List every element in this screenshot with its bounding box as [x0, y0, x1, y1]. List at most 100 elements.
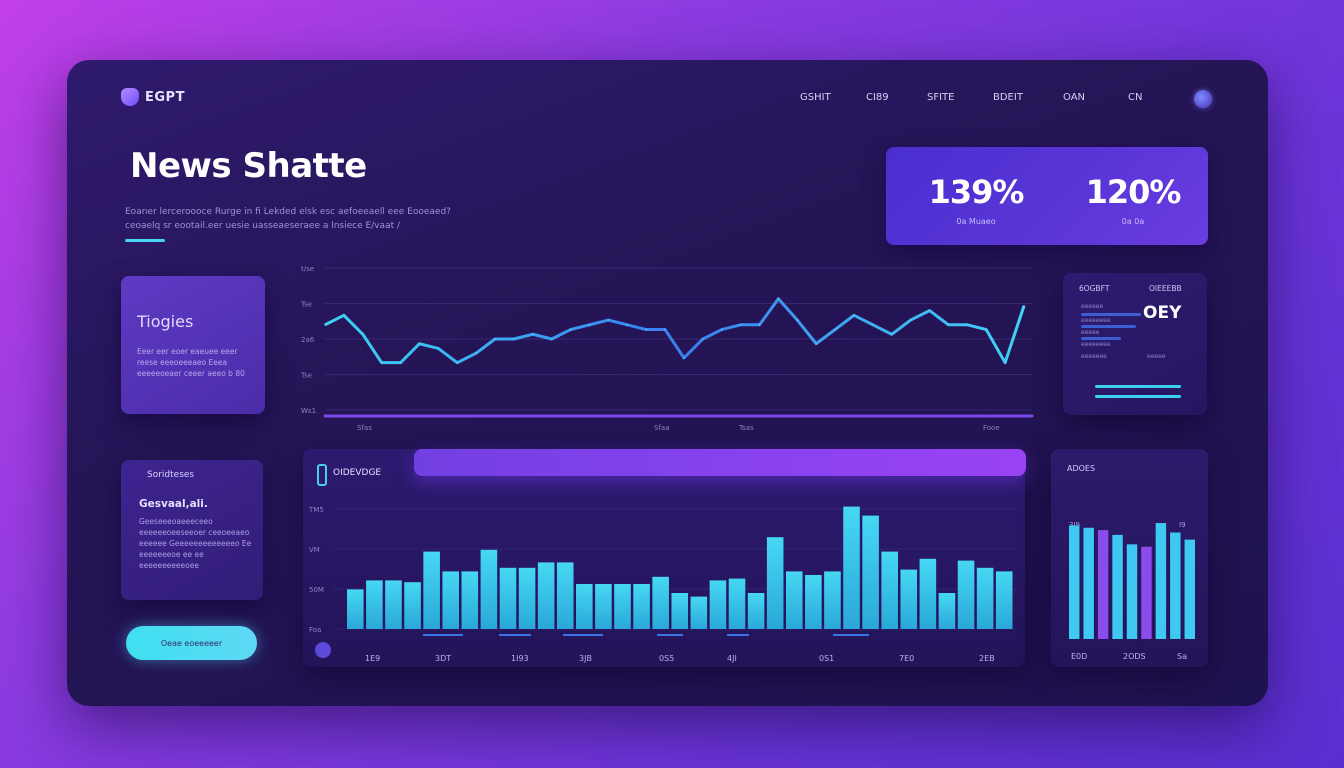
- line-point: [720, 328, 723, 331]
- line-point: [985, 328, 988, 331]
- bar: [576, 584, 593, 629]
- bar: [671, 593, 689, 629]
- avatar[interactable]: [1194, 90, 1212, 108]
- mini-bar: [1155, 523, 1167, 639]
- bar-chart-legend-icon: [315, 642, 331, 658]
- bar-panel-banner: [414, 449, 1026, 476]
- bar: [499, 567, 517, 629]
- topics-title: Tiogies: [137, 312, 194, 331]
- line-point: [1004, 361, 1006, 364]
- bar: [633, 584, 650, 629]
- line-point: [418, 342, 421, 345]
- bar: [442, 571, 460, 629]
- nav-item-4[interactable]: BDEIT: [993, 92, 1023, 103]
- line-series-path: [324, 297, 1026, 365]
- metric-label-6: eeeee: [1147, 353, 1166, 360]
- bar-chart-x-tick: 3DT: [435, 654, 451, 663]
- cta-button[interactable]: Oeae eoeeeeer: [126, 626, 257, 660]
- metric-bar-3: [1081, 337, 1121, 340]
- stat-2-label: 0a 0a: [1121, 217, 1145, 226]
- nav-item-1[interactable]: GSHIT: [800, 92, 831, 103]
- bar-chart: TM5 VM 50M Foa 1E9 3DT 1I93 3JB 0S5 4JI 0S1 7E0 2EB: [303, 489, 1025, 667]
- mini-bar-chart: 3I9 I9 E0D 2ODS Sa: [1051, 477, 1208, 667]
- line-point: [494, 338, 496, 340]
- bar: [690, 596, 708, 629]
- line-point: [361, 333, 364, 336]
- nav-item-2[interactable]: CI89: [866, 92, 889, 103]
- bar-chart-x-tick: 2EB: [979, 654, 995, 663]
- sources-card[interactable]: Soridteses Gesvaal,ali. Geeseeeoaeeeceeo…: [121, 460, 263, 600]
- bar: [957, 560, 975, 629]
- bar: [423, 551, 440, 629]
- line-point: [834, 328, 836, 331]
- line-chart-y-tick: Tse: [300, 301, 312, 309]
- line-point: [532, 333, 534, 336]
- page-subtitle: Eoaner lerceroooce Rurge in fi Lekded el…: [125, 207, 451, 231]
- mini-bar: [1141, 546, 1152, 639]
- line-point: [1023, 305, 1025, 307]
- line-point: [324, 324, 326, 326]
- nav-item-6[interactable]: CN: [1128, 92, 1143, 103]
- line-point: [739, 324, 742, 326]
- bar-chart-y-tick: TM5: [308, 506, 324, 514]
- mini-chart-x-tick: E0D: [1071, 652, 1087, 661]
- mini-bar: [1170, 532, 1181, 639]
- panel-bracket-icon: [317, 464, 327, 486]
- bar-chart-x-tick: 4JI: [727, 654, 737, 663]
- stats-card: 139% 0a Muaeo 120% 0a 0a: [886, 147, 1208, 245]
- title-underline: [125, 239, 165, 242]
- stat-2-value: 120%: [1085, 173, 1182, 211]
- bar: [881, 551, 898, 629]
- topics-card[interactable]: Tiogies Eeer eer eoer eaeuee eeer reese …: [121, 276, 265, 414]
- line-point: [513, 338, 515, 340]
- mini-chart-x-tick: 2ODS: [1123, 652, 1146, 661]
- line-point: [380, 361, 383, 364]
- bar: [385, 580, 402, 629]
- metrics-header-left: 6OGBFT: [1079, 284, 1110, 293]
- bar-chart-y-tick: Foa: [309, 626, 321, 634]
- line-point: [569, 328, 572, 331]
- bar: [614, 584, 631, 629]
- mini-chart-svg: 3I9 I9 E0D 2ODS Sa: [1069, 521, 1195, 661]
- mini-chart-title: ADOES: [1067, 464, 1096, 473]
- mini-chart-x-tick: Sa: [1177, 652, 1187, 661]
- stat-1: 139% 0a Muaeo: [926, 173, 1026, 226]
- bar: [537, 562, 555, 629]
- mini-chart-card: ADOES 3I9 I9 E0D 2ODS Sa: [1051, 449, 1208, 667]
- bar-chart-x-tick: 0S1: [819, 654, 834, 663]
- logo[interactable]: EGPT: [121, 88, 185, 106]
- line-point: [399, 361, 402, 364]
- line-chart-x-tick: Sfaa: [654, 424, 670, 432]
- line-point: [853, 314, 855, 317]
- bar: [347, 589, 364, 629]
- mini-bar: [1112, 534, 1123, 639]
- metric-label-4: eeeeeeee: [1081, 341, 1111, 348]
- stat-1-value: 139%: [928, 173, 1025, 211]
- logo-text: EGPT: [145, 89, 185, 105]
- metric-bar-1: [1081, 313, 1141, 316]
- bar: [366, 580, 383, 629]
- bar: [785, 571, 803, 629]
- bar: [556, 562, 574, 629]
- stat-1-label: 0a Muaeo: [956, 217, 996, 226]
- line-point: [966, 324, 969, 326]
- line-point: [626, 324, 629, 326]
- mini-chart-y-tick: I9: [1179, 521, 1186, 529]
- line-point: [588, 324, 591, 326]
- metrics-card: 6OGBFT OIEEEBB OEY eeeeee eeeeeeee eeeee…: [1063, 273, 1207, 415]
- bar: [480, 549, 498, 629]
- mini-bar: [1083, 527, 1094, 639]
- line-chart-x-tick: Fooe: [983, 424, 1000, 432]
- line-chart-x-tick: Tsas: [738, 424, 754, 432]
- nav-item-5[interactable]: OAN: [1063, 92, 1086, 103]
- metric-bar-4: [1095, 385, 1181, 388]
- bar-chart-y-tick: VM: [309, 546, 320, 554]
- bar-chart-x-tick: 1E9: [365, 654, 380, 663]
- bar: [995, 571, 1013, 629]
- bar: [938, 593, 956, 629]
- metric-label-5: eeeeeee: [1081, 353, 1107, 360]
- nav-item-3[interactable]: SFITE: [927, 92, 955, 103]
- bar: [976, 567, 994, 629]
- mini-chart-y-tick: 3I9: [1069, 521, 1080, 529]
- line-point: [872, 324, 874, 326]
